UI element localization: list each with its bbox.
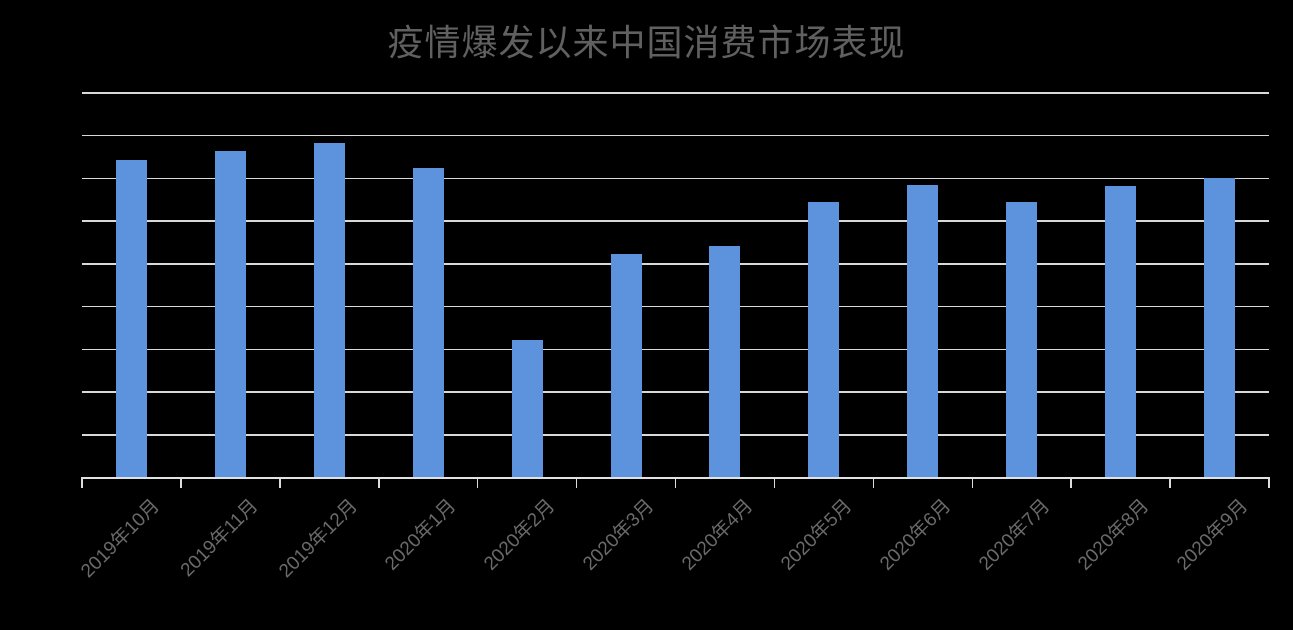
x-axis-label: 2020年8月 (1073, 495, 1154, 575)
x-axis-label: 2020年3月 (579, 495, 659, 575)
x-axis-tick (773, 477, 776, 488)
x-axis-tick (575, 477, 578, 488)
x-axis-label: 2019年12月 (275, 495, 362, 583)
bar-2020年4月 (709, 246, 741, 477)
x-axis-label: 2020年1月 (381, 495, 461, 575)
bar-2020年9月 (1204, 177, 1236, 477)
x-axis-label: 2019年10月 (77, 495, 164, 583)
x-axis-tick (674, 477, 677, 488)
x-axis-label: 2020年9月 (1172, 495, 1252, 575)
x-axis-tick (1169, 477, 1171, 488)
chart-title: 疫情爆发以来中国消费市场表现 (387, 22, 906, 63)
x-axis-label: 2020年6月 (876, 495, 956, 575)
x-axis-label: 2019年11月 (177, 495, 263, 582)
bar-2019年11月 (214, 151, 246, 477)
x-axis-label: 2020年5月 (777, 495, 857, 575)
x-axis-tick (180, 477, 182, 488)
bar-2020年8月 (1105, 186, 1137, 477)
gridline (82, 434, 1269, 436)
x-axis-tick (378, 477, 380, 488)
x-axis-label: 2020年2月 (480, 495, 560, 575)
x-axis-tick (1268, 477, 1270, 488)
x-axis-label: 2020年4月 (678, 495, 758, 575)
bar-2019年12月 (313, 143, 345, 477)
gridline (82, 220, 1269, 222)
bar-2019年10月 (115, 159, 147, 477)
plot-area (81, 92, 1270, 488)
bar-2020年3月 (610, 253, 642, 477)
x-axis-tick (971, 477, 973, 488)
gridline (82, 263, 1269, 265)
bar-2020年6月 (907, 185, 939, 477)
bar-2020年5月 (808, 202, 840, 477)
gridline (82, 348, 1269, 351)
x-axis-label: 2020年7月 (975, 495, 1055, 575)
bar-2020年7月 (1006, 201, 1038, 477)
gridline (82, 92, 1269, 94)
x-axis-tick (476, 477, 479, 488)
x-axis-tick (81, 477, 83, 488)
x-axis-tick (279, 477, 281, 488)
bar-2020年2月 (511, 340, 543, 477)
gridline (82, 177, 1269, 180)
bar-2020年1月 (412, 168, 444, 477)
x-axis-tick (872, 477, 875, 488)
gridline (82, 305, 1269, 308)
x-axis-tick (1070, 477, 1072, 488)
gridline (82, 134, 1269, 137)
gridline (82, 391, 1269, 393)
